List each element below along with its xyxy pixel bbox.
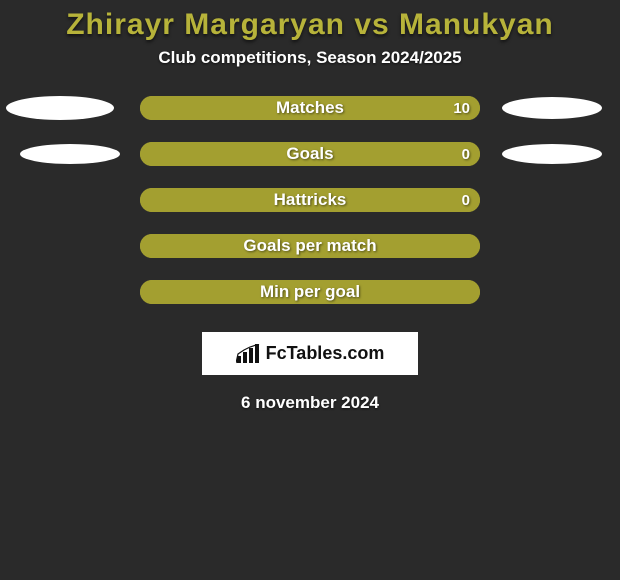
right-marker-ellipse — [502, 144, 602, 164]
page-title: Zhirayr Margaryan vs Manukyan — [0, 0, 620, 42]
brand-logo-box: FcTables.com — [202, 332, 418, 375]
barchart-icon — [236, 344, 260, 364]
bar-label: Min per goal — [140, 280, 480, 304]
infographic-container: Zhirayr Margaryan vs Manukyan Club compe… — [0, 0, 620, 413]
left-marker-ellipse — [6, 96, 114, 120]
brand-logo-text: FcTables.com — [266, 343, 385, 364]
bar-label: Matches — [140, 96, 480, 120]
stat-bar: Goals 0 — [140, 142, 480, 166]
bar-label: Goals per match — [140, 234, 480, 258]
stat-row: Goals per match — [0, 234, 620, 258]
stat-row: Matches 10 — [0, 96, 620, 120]
stat-rows: Matches 10 Goals 0 Hattricks 0 — [0, 96, 620, 304]
stat-bar: Matches 10 — [140, 96, 480, 120]
bar-value: 10 — [453, 96, 470, 120]
stat-bar: Hattricks 0 — [140, 188, 480, 212]
bar-value: 0 — [462, 188, 470, 212]
left-marker-ellipse — [20, 144, 120, 164]
bar-label: Goals — [140, 142, 480, 166]
stat-row: Goals 0 — [0, 142, 620, 166]
footer-date: 6 november 2024 — [0, 393, 620, 413]
bar-label: Hattricks — [140, 188, 480, 212]
bar-value: 0 — [462, 142, 470, 166]
right-marker-ellipse — [502, 97, 602, 119]
stat-row: Hattricks 0 — [0, 188, 620, 212]
stat-bar: Min per goal — [140, 280, 480, 304]
stat-row: Min per goal — [0, 280, 620, 304]
subtitle: Club competitions, Season 2024/2025 — [0, 48, 620, 68]
stat-bar: Goals per match — [140, 234, 480, 258]
